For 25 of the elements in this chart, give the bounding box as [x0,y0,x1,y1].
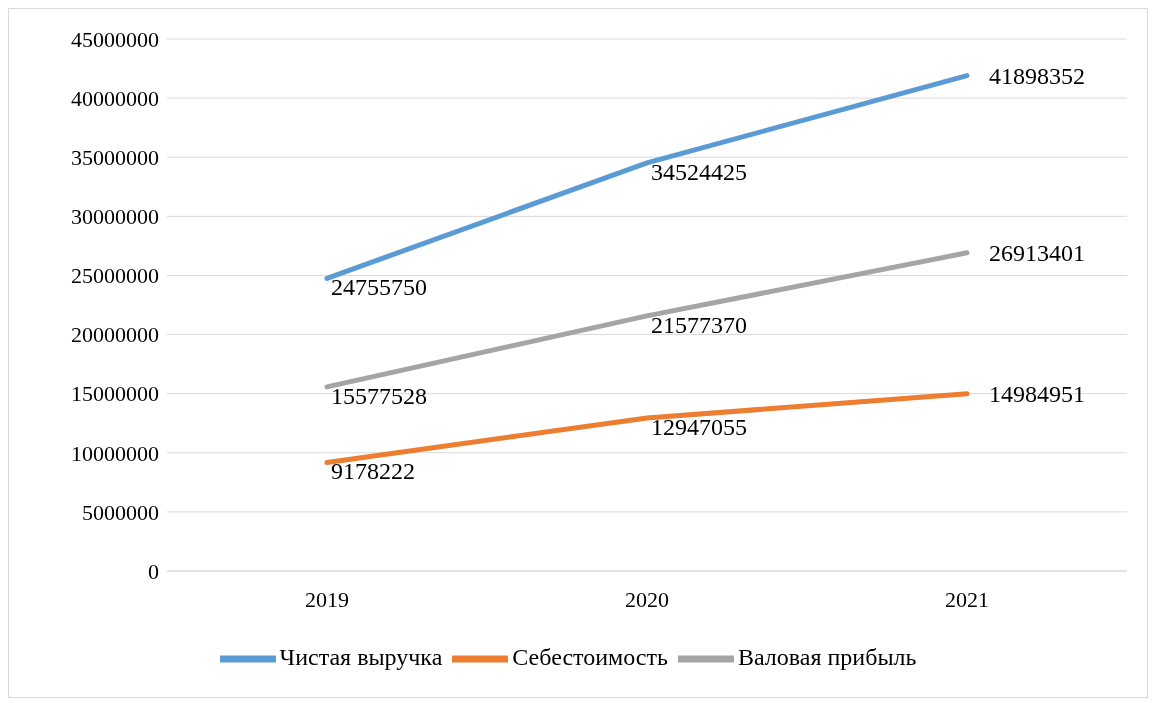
y-tick-label: 20000000 [71,322,159,348]
legend-label: Чистая выручка [279,643,443,670]
y-tick-label: 25000000 [71,263,159,289]
y-tick-label: 5000000 [82,499,159,525]
data-label: 12947055 [651,413,747,440]
data-label: 41898352 [989,62,1085,89]
x-tick-label: 2019 [305,586,349,612]
x-tick-label: 2021 [945,586,989,612]
data-label: 34524425 [651,158,747,185]
y-tick-label: 10000000 [71,440,159,466]
y-tick-label: 15000000 [71,381,159,407]
y-tick-label: 45000000 [71,26,159,52]
data-label: 26913401 [989,239,1085,266]
legend-label: Валовая прибыль [737,643,917,670]
y-tick-label: 35000000 [71,145,159,171]
data-label: 14984951 [989,380,1085,407]
data-label: 9178222 [331,458,415,485]
y-tick-label: 30000000 [71,204,159,230]
data-label: 21577370 [651,311,747,338]
data-label: 15577528 [331,382,427,409]
y-tick-label: 40000000 [71,85,159,111]
data-label: 24755750 [331,274,427,301]
y-tick-label: 0 [148,558,159,584]
x-tick-label: 2020 [625,586,669,612]
legend-label: Себестоимость [512,643,668,670]
